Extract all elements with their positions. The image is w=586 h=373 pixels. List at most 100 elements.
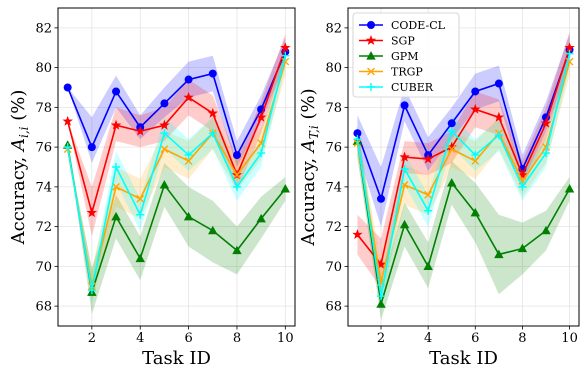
data-point-sgp <box>470 103 481 114</box>
data-point-cuber <box>424 206 433 215</box>
y-axis-label-sub: i,i <box>17 126 31 138</box>
data-point-trgp <box>447 145 456 154</box>
series-line-sgp <box>66 47 287 216</box>
data-point-sgp <box>135 125 146 136</box>
y-axis-label: Accuracy, AT,i (%) <box>298 88 321 246</box>
data-point-trgp <box>112 182 120 191</box>
data-point-gpm <box>470 207 480 217</box>
x-tick-label: 10 <box>561 331 578 346</box>
data-point-gpm <box>517 243 528 253</box>
x-tick-label: 2 <box>377 331 385 346</box>
y-axis-label-sub: T,i <box>307 125 321 139</box>
x-axis-label: Task ID <box>429 348 498 369</box>
data-point-trgp <box>424 190 433 199</box>
legend-label-gpm: GPM <box>391 50 418 63</box>
data-point-cuber <box>184 151 193 160</box>
data-point-code-cl <box>471 87 480 96</box>
data-point-sgp <box>62 115 73 126</box>
y-tick-label: 82 <box>35 21 52 36</box>
y-axis-label-unit: (%) <box>8 90 29 127</box>
data-point-sgp <box>564 42 575 53</box>
y-tick-label: 74 <box>35 180 52 195</box>
series-line-sgp <box>356 47 571 267</box>
data-point-cuber <box>136 210 145 219</box>
data-point-cuber <box>447 127 456 136</box>
y-tick-label: 80 <box>325 61 342 76</box>
data-point-cuber <box>353 135 362 144</box>
y-tick-label: 82 <box>325 21 342 36</box>
data-point-code-cl <box>376 194 385 203</box>
data-point-gpm <box>183 211 194 221</box>
data-point-gpm <box>399 219 410 229</box>
data-point-gpm <box>159 180 170 189</box>
data-point-cuber <box>281 51 290 60</box>
data-point-sgp <box>352 229 363 240</box>
data-point-sgp <box>540 117 552 128</box>
y-axis-label-var: A <box>298 139 319 154</box>
data-point-trgp <box>471 157 480 165</box>
legend-marker-gpm <box>366 51 376 60</box>
data-point-sgp <box>280 42 291 53</box>
band-code-cl <box>357 33 570 227</box>
data-point-cuber <box>518 182 527 191</box>
data-point-gpm <box>280 184 291 193</box>
data-point-code-cl <box>494 79 503 88</box>
data-point-cuber <box>494 131 503 140</box>
data-point-gpm <box>111 211 121 221</box>
data-point-cuber <box>63 143 72 152</box>
y-tick-label: 76 <box>325 141 342 156</box>
data-point-cuber <box>377 292 385 301</box>
x-tick-label: 2 <box>88 331 96 346</box>
data-point-cuber <box>257 149 266 158</box>
x-tick-label: 6 <box>184 331 192 346</box>
y-tick-label: 78 <box>325 101 342 116</box>
series-line-code-cl <box>356 49 571 202</box>
y-tick-label: 72 <box>35 220 52 235</box>
legend-label-cuber: CUBER <box>391 81 434 94</box>
y-tick-label: 76 <box>35 141 52 156</box>
x-tick-label: 6 <box>471 331 479 346</box>
data-point-gpm <box>423 261 433 271</box>
y-axis-label-var: A <box>8 138 29 153</box>
data-point-code-cl <box>400 101 409 110</box>
data-point-gpm <box>564 184 575 193</box>
y-axis-label-main: Accuracy, <box>298 152 319 246</box>
data-point-gpm <box>135 253 145 263</box>
data-point-cuber <box>400 164 409 173</box>
data-point-code-cl <box>184 75 193 84</box>
data-point-trgp <box>136 194 145 203</box>
data-point-sgp <box>159 119 170 130</box>
data-point-sgp <box>493 111 505 122</box>
y-tick-label: 68 <box>325 300 342 315</box>
x-tick-label: 8 <box>233 331 241 346</box>
data-point-gpm <box>256 213 266 223</box>
legend-label-sgp: SGP <box>391 35 415 48</box>
data-point-code-cl <box>232 151 241 160</box>
data-point-sgp <box>183 91 194 102</box>
legend: CODE-CL SGP GPM TRGP CUBER <box>352 12 460 98</box>
x-tick-label: 4 <box>424 331 432 346</box>
series-line-gpm <box>66 145 286 293</box>
data-point-cuber <box>471 151 480 160</box>
data-point-cuber <box>565 49 574 58</box>
data-point-cuber <box>112 163 121 171</box>
data-point-code-cl <box>87 143 96 152</box>
series-line-code-cl <box>66 51 287 158</box>
legend-label-code-cl: CODE-CL <box>391 19 446 32</box>
data-point-gpm <box>376 299 386 308</box>
data-point-code-cl <box>112 87 121 96</box>
data-point-cuber <box>160 129 169 138</box>
y-axis-label-unit: (%) <box>298 88 319 125</box>
data-point-sgp <box>399 151 410 162</box>
data-point-cuber <box>208 129 217 138</box>
y-tick-label: 78 <box>35 101 52 116</box>
legend-marker-sgp <box>365 35 377 45</box>
x-tick-label: 10 <box>277 331 294 346</box>
grid-lines <box>58 8 295 326</box>
x-axis-label: Task ID <box>142 348 211 369</box>
y-tick-label: 72 <box>325 220 342 235</box>
x-tick-label: 4 <box>136 331 144 346</box>
